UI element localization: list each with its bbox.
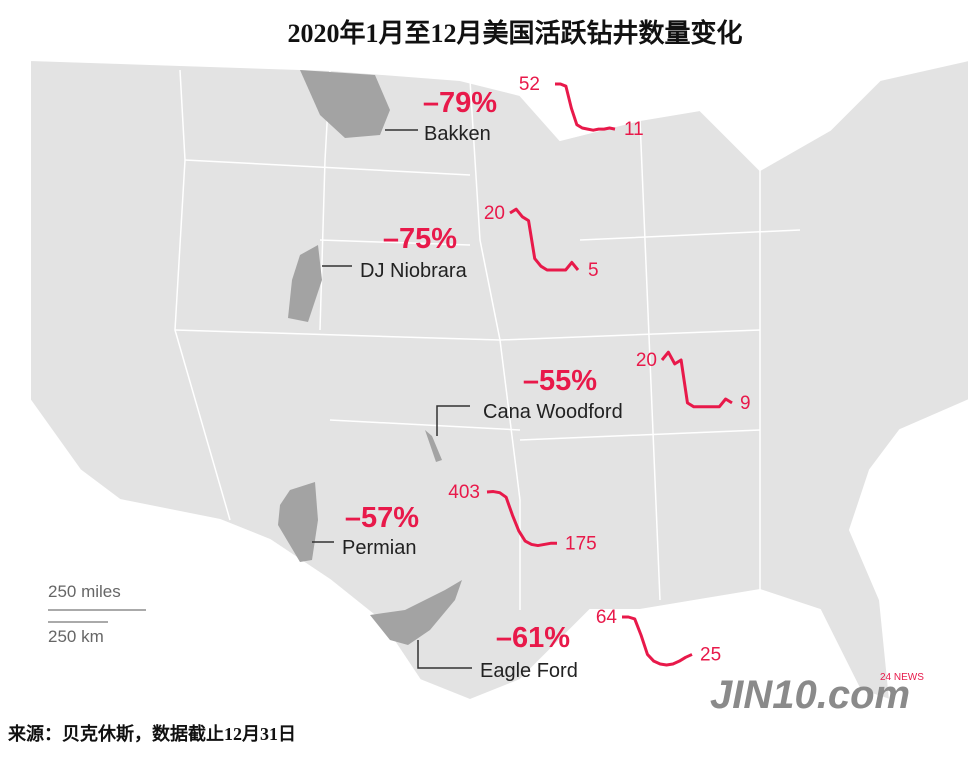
- basin-name: Permian: [342, 537, 416, 559]
- change: –79%: [423, 87, 497, 119]
- change: –55%: [523, 365, 597, 397]
- change: –75%: [383, 223, 457, 255]
- sparkline: [622, 615, 693, 667]
- basin-name: Bakken: [424, 123, 491, 145]
- end-value: 25: [700, 644, 721, 665]
- end-value: 175: [565, 533, 597, 554]
- end-value: 5: [588, 260, 599, 281]
- basin-name: Eagle Ford: [480, 660, 578, 682]
- basin-shapes: [278, 70, 462, 645]
- sparkline: [555, 82, 616, 132]
- start-value: 20: [484, 203, 505, 224]
- start-value: 403: [448, 482, 480, 503]
- scale-miles: 250 miles: [48, 582, 121, 601]
- start-value: 64: [596, 607, 618, 628]
- start-value: 52: [519, 74, 540, 95]
- watermark-badge: 24 NEWS: [880, 672, 924, 683]
- end-value: 9: [740, 393, 751, 414]
- source: 来源：贝克休斯，数据截止12月31日: [7, 723, 296, 744]
- us-land: [29, 58, 969, 702]
- start-value: 20: [636, 350, 657, 371]
- sparkline: [660, 350, 733, 409]
- basin-name: DJ Niobrara: [360, 260, 468, 282]
- sparkline: [486, 490, 557, 548]
- leader-lines: [312, 129, 472, 669]
- title: 2020年1月至12月美国活跃钻井数量变化: [287, 18, 742, 48]
- end-value: 11: [624, 119, 644, 140]
- change: –57%: [345, 502, 419, 534]
- watermark: JIN10.com: [710, 673, 910, 717]
- sparkline: [509, 207, 580, 272]
- basin-name: Cana Woodford: [483, 401, 623, 423]
- scale-km: 250 km: [48, 627, 104, 646]
- change: –61%: [496, 622, 570, 654]
